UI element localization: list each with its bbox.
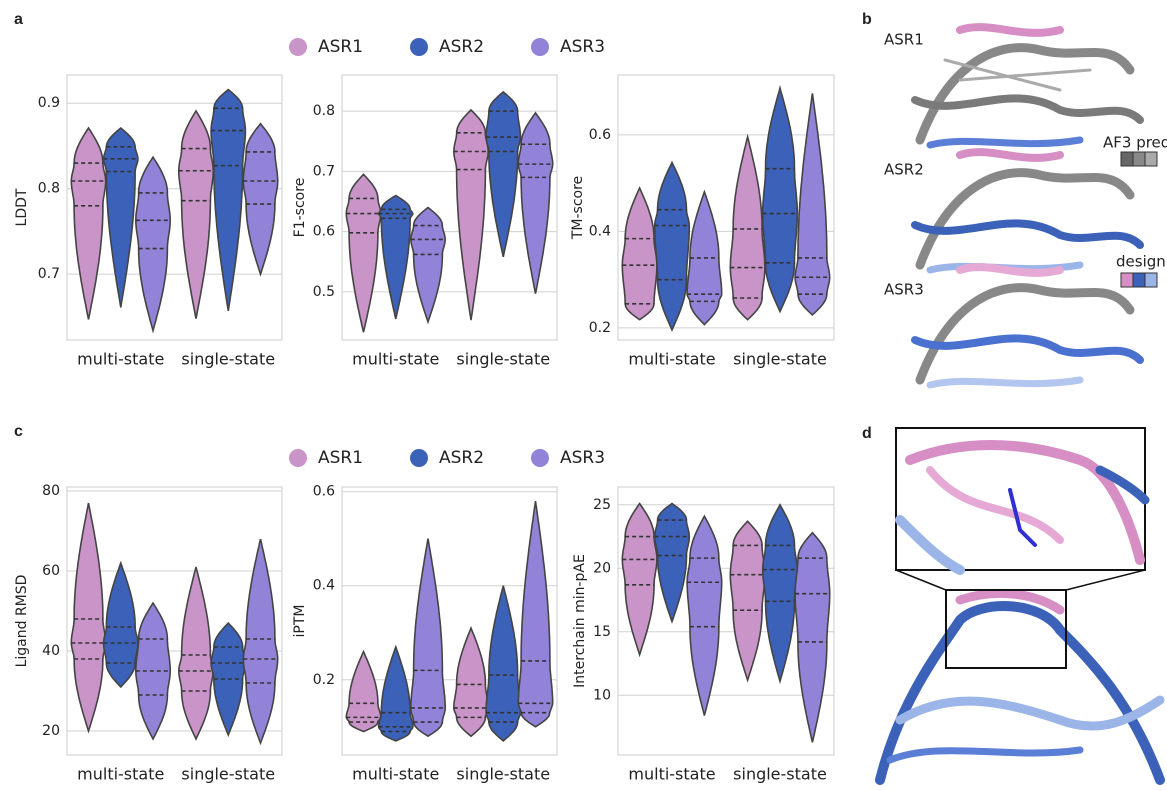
y-tick-label: 0.8	[38, 181, 60, 197]
panel-label: a	[14, 11, 23, 28]
legend-label: ASR1	[318, 37, 363, 57]
y-tick-label: 0.9	[38, 95, 60, 111]
x-tick-label: multi-state	[628, 350, 715, 369]
color-swatch	[1121, 273, 1157, 287]
y-axis-label: Interchain min-pAE	[572, 554, 588, 688]
violin	[454, 110, 488, 320]
violin	[763, 505, 798, 682]
y-tick-label: 40	[42, 643, 60, 659]
violin	[795, 533, 830, 743]
violin	[346, 652, 380, 732]
violin	[795, 93, 830, 315]
x-tick-label: multi-state	[352, 765, 439, 784]
violin	[622, 188, 657, 320]
color-swatch	[1121, 152, 1157, 166]
violin	[179, 111, 213, 319]
x-tick-label: single-state	[733, 350, 827, 369]
figure: a b c d ASR1 ASR2 ASR3 AF3 pred design	[0, 0, 1167, 790]
color-legend-label: design	[1116, 253, 1166, 271]
y-tick-label: 0.7	[38, 266, 60, 282]
violin	[136, 157, 170, 331]
violin	[243, 124, 277, 275]
violin	[518, 113, 552, 294]
violin	[486, 92, 520, 257]
violin	[411, 208, 445, 322]
violin	[211, 90, 245, 311]
y-tick-label: 0.6	[313, 224, 335, 240]
legend-marker	[289, 449, 307, 467]
legend-label: ASR3	[560, 37, 605, 57]
y-axis-label: Ligand RMSD	[14, 575, 30, 668]
violin	[655, 504, 690, 622]
violin	[687, 516, 722, 715]
y-tick-label: 20	[42, 723, 60, 739]
y-axis-label: LDDT	[14, 188, 30, 226]
y-tick-label: 10	[593, 687, 611, 703]
x-tick-label: multi-state	[352, 350, 439, 369]
y-tick-label: 0.2	[313, 672, 335, 688]
violin	[655, 162, 690, 330]
y-tick-label: 25	[593, 497, 611, 513]
legend-label: ASR1	[318, 448, 363, 468]
x-tick-label: single-state	[456, 350, 550, 369]
violin	[411, 539, 445, 737]
x-tick-label: single-state	[181, 765, 275, 784]
y-tick-label: 0.4	[589, 223, 611, 239]
x-tick-label: single-state	[733, 765, 827, 784]
structure-images	[915, 27, 1140, 385]
legend-marker	[531, 38, 549, 56]
legend-label: ASR2	[439, 37, 484, 57]
structure-label: ASR1	[884, 31, 924, 49]
violin	[104, 128, 138, 308]
y-tick-label: 0.4	[313, 578, 335, 594]
x-tick-label: multi-state	[628, 765, 715, 784]
violin	[71, 128, 105, 320]
structure-label: ASR2	[884, 161, 924, 179]
x-tick-label: single-state	[181, 350, 275, 369]
y-tick-label: 0.6	[589, 127, 611, 143]
structure-image	[880, 428, 1160, 780]
y-axis-label: iPTM	[292, 605, 308, 638]
panel-label: d	[862, 425, 872, 442]
legend-marker	[531, 449, 549, 467]
y-axis-label: TM-score	[570, 176, 586, 240]
panel-label: b	[862, 11, 872, 28]
y-tick-label: 0.6	[313, 484, 335, 500]
violin	[763, 88, 798, 312]
legend-marker	[289, 38, 307, 56]
structure-label: ASR3	[884, 281, 924, 299]
violin	[454, 628, 488, 736]
y-tick-label: 0.8	[313, 103, 335, 119]
x-tick-label: multi-state	[77, 765, 164, 784]
legend-label: ASR3	[560, 448, 605, 468]
legend-label: ASR2	[439, 448, 484, 468]
legend-marker	[410, 449, 428, 467]
x-tick-label: multi-state	[77, 350, 164, 369]
y-tick-label: 0.5	[313, 284, 335, 300]
y-tick-label: 80	[42, 483, 60, 499]
y-tick-label: 15	[593, 624, 611, 640]
y-tick-label: 0.2	[589, 320, 611, 336]
violin	[486, 586, 520, 741]
y-tick-label: 60	[42, 563, 60, 579]
panel-label: c	[14, 423, 23, 440]
y-tick-label: 20	[593, 560, 611, 576]
violin	[71, 503, 105, 731]
y-axis-label: F1-score	[292, 178, 308, 238]
y-tick-label: 0.7	[313, 163, 335, 179]
color-legend-label: AF3 pred	[1103, 134, 1167, 152]
violin	[179, 567, 213, 739]
legend-marker	[410, 38, 428, 56]
violin	[243, 539, 277, 743]
x-tick-label: single-state	[456, 765, 550, 784]
violin	[518, 501, 552, 727]
violin	[104, 563, 138, 687]
